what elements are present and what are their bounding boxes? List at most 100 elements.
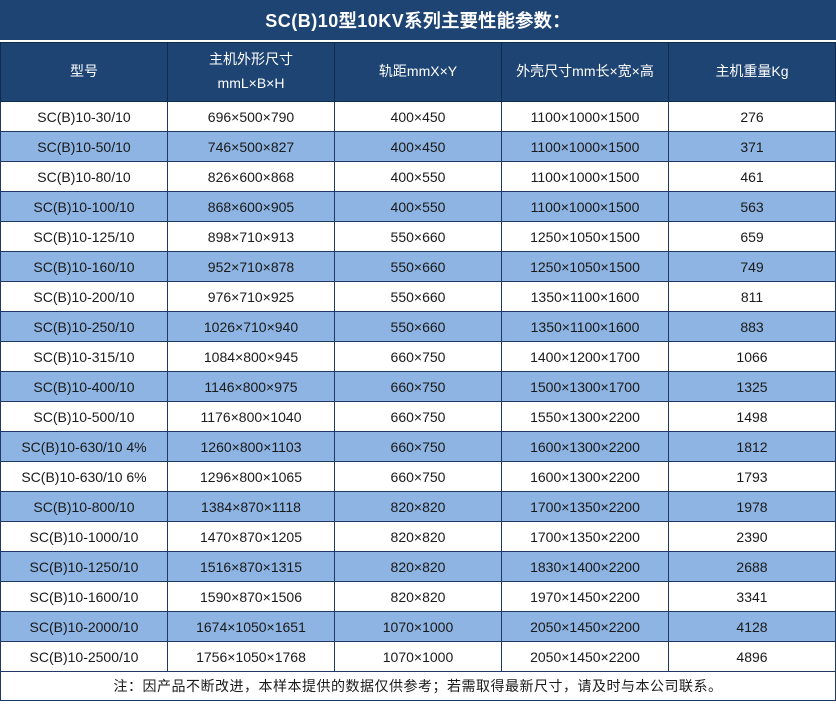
- cell-body-size: 1590×870×1506: [168, 582, 335, 612]
- cell-weight: 749: [669, 252, 836, 282]
- spec-table: 型号 主机外形尺寸 mmL×B×H 轨距mmX×Y 外壳尺寸mm长×宽×高 主机…: [0, 42, 836, 701]
- cell-shell-size: 1100×1000×1500: [502, 192, 669, 222]
- table-row: SC(B)10-400/101146×800×975660×7501500×13…: [1, 372, 836, 402]
- col-header-body-size-label: 主机外形尺寸: [170, 48, 332, 72]
- cell-weight: 1812: [669, 432, 836, 462]
- cell-shell-size: 1600×1300×2200: [502, 462, 669, 492]
- cell-body-size: 976×710×925: [168, 282, 335, 312]
- cell-body-size: 1674×1050×1651: [168, 612, 335, 642]
- cell-rail-gauge: 660×750: [335, 342, 502, 372]
- col-header-rail-gauge-label: 轨距mmX×Y: [337, 60, 499, 84]
- cell-model: SC(B)10-500/10: [1, 402, 168, 432]
- col-header-weight: 主机重量Kg: [669, 43, 836, 102]
- table-footer: 注：因产品不断改进，本样本提供的数据仅供参考；若需取得最新尺寸，请及时与本公司联…: [1, 672, 836, 701]
- cell-rail-gauge: 400×550: [335, 162, 502, 192]
- cell-body-size: 1516×870×1315: [168, 552, 335, 582]
- cell-weight: 276: [669, 102, 836, 132]
- col-header-body-size: 主机外形尺寸 mmL×B×H: [168, 43, 335, 102]
- cell-body-size: 696×500×790: [168, 102, 335, 132]
- cell-shell-size: 2050×1450×2200: [502, 612, 669, 642]
- table-row: SC(B)10-125/10898×710×913550×6601250×105…: [1, 222, 836, 252]
- cell-rail-gauge: 400×450: [335, 132, 502, 162]
- cell-shell-size: 1500×1300×1700: [502, 372, 669, 402]
- cell-weight: 883: [669, 312, 836, 342]
- col-header-body-size-sublabel: mmL×B×H: [170, 72, 332, 96]
- table-row: SC(B)10-30/10696×500×790400×4501100×1000…: [1, 102, 836, 132]
- cell-model: SC(B)10-315/10: [1, 342, 168, 372]
- cell-rail-gauge: 550×660: [335, 282, 502, 312]
- cell-weight: 4128: [669, 612, 836, 642]
- cell-model: SC(B)10-125/10: [1, 222, 168, 252]
- cell-shell-size: 1100×1000×1500: [502, 102, 669, 132]
- cell-body-size: 1146×800×975: [168, 372, 335, 402]
- cell-weight: 461: [669, 162, 836, 192]
- cell-model: SC(B)10-400/10: [1, 372, 168, 402]
- cell-weight: 3341: [669, 582, 836, 612]
- cell-weight: 1066: [669, 342, 836, 372]
- cell-shell-size: 1250×1050×1500: [502, 222, 669, 252]
- cell-model: SC(B)10-100/10: [1, 192, 168, 222]
- cell-rail-gauge: 660×750: [335, 462, 502, 492]
- cell-model: SC(B)10-800/10: [1, 492, 168, 522]
- cell-model: SC(B)10-2500/10: [1, 642, 168, 672]
- cell-body-size: 1026×710×940: [168, 312, 335, 342]
- cell-body-size: 952×710×878: [168, 252, 335, 282]
- cell-weight: 4896: [669, 642, 836, 672]
- cell-rail-gauge: 820×820: [335, 582, 502, 612]
- cell-shell-size: 1600×1300×2200: [502, 432, 669, 462]
- cell-shell-size: 1400×1200×1700: [502, 342, 669, 372]
- col-header-model-label: 型号: [3, 60, 165, 84]
- cell-shell-size: 1100×1000×1500: [502, 162, 669, 192]
- cell-rail-gauge: 550×660: [335, 312, 502, 342]
- cell-model: SC(B)10-1250/10: [1, 552, 168, 582]
- table-row: SC(B)10-100/10868×600×905400×5501100×100…: [1, 192, 836, 222]
- table-row: SC(B)10-2500/101756×1050×17681070×100020…: [1, 642, 836, 672]
- footer-row: 注：因产品不断改进，本样本提供的数据仅供参考；若需取得最新尺寸，请及时与本公司联…: [1, 672, 836, 701]
- cell-body-size: 868×600×905: [168, 192, 335, 222]
- cell-shell-size: 1970×1450×2200: [502, 582, 669, 612]
- cell-weight: 1793: [669, 462, 836, 492]
- table-row: SC(B)10-1600/101590×870×1506820×8201970×…: [1, 582, 836, 612]
- cell-model: SC(B)10-2000/10: [1, 612, 168, 642]
- cell-shell-size: 1550×1300×2200: [502, 402, 669, 432]
- cell-weight: 1325: [669, 372, 836, 402]
- cell-body-size: 1296×800×1065: [168, 462, 335, 492]
- cell-rail-gauge: 400×550: [335, 192, 502, 222]
- page-title: SC(B)10型10KV系列主要性能参数：: [0, 0, 836, 40]
- cell-body-size: 1084×800×945: [168, 342, 335, 372]
- cell-rail-gauge: 400×450: [335, 102, 502, 132]
- cell-shell-size: 2050×1450×2200: [502, 642, 669, 672]
- cell-model: SC(B)10-80/10: [1, 162, 168, 192]
- cell-body-size: 1176×800×1040: [168, 402, 335, 432]
- cell-rail-gauge: 820×820: [335, 492, 502, 522]
- cell-model: SC(B)10-30/10: [1, 102, 168, 132]
- table-row: SC(B)10-800/101384×870×1118820×8201700×1…: [1, 492, 836, 522]
- cell-shell-size: 1350×1100×1600: [502, 312, 669, 342]
- cell-weight: 2688: [669, 552, 836, 582]
- cell-shell-size: 1700×1350×2200: [502, 492, 669, 522]
- col-header-shell-size: 外壳尺寸mm长×宽×高: [502, 43, 669, 102]
- table-row: SC(B)10-200/10976×710×925550×6601350×110…: [1, 282, 836, 312]
- table-row: SC(B)10-80/10826×600×868400×5501100×1000…: [1, 162, 836, 192]
- table-body: SC(B)10-30/10696×500×790400×4501100×1000…: [1, 102, 836, 672]
- table-row: SC(B)10-1000/101470×870×1205820×8201700×…: [1, 522, 836, 552]
- col-header-weight-label: 主机重量Kg: [671, 60, 833, 84]
- table-row: SC(B)10-160/10952×710×878550×6601250×105…: [1, 252, 836, 282]
- cell-rail-gauge: 1070×1000: [335, 612, 502, 642]
- cell-rail-gauge: 550×660: [335, 222, 502, 252]
- cell-rail-gauge: 820×820: [335, 552, 502, 582]
- cell-rail-gauge: 1070×1000: [335, 642, 502, 672]
- header-row: 型号 主机外形尺寸 mmL×B×H 轨距mmX×Y 外壳尺寸mm长×宽×高 主机…: [1, 43, 836, 102]
- cell-body-size: 1260×800×1103: [168, 432, 335, 462]
- cell-weight: 371: [669, 132, 836, 162]
- cell-body-size: 898×710×913: [168, 222, 335, 252]
- cell-model: SC(B)10-160/10: [1, 252, 168, 282]
- cell-rail-gauge: 660×750: [335, 402, 502, 432]
- cell-weight: 659: [669, 222, 836, 252]
- cell-weight: 563: [669, 192, 836, 222]
- col-header-model: 型号: [1, 43, 168, 102]
- cell-rail-gauge: 820×820: [335, 522, 502, 552]
- cell-body-size: 1384×870×1118: [168, 492, 335, 522]
- cell-weight: 811: [669, 282, 836, 312]
- table-row: SC(B)10-630/10 4%1260×800×1103660×750160…: [1, 432, 836, 462]
